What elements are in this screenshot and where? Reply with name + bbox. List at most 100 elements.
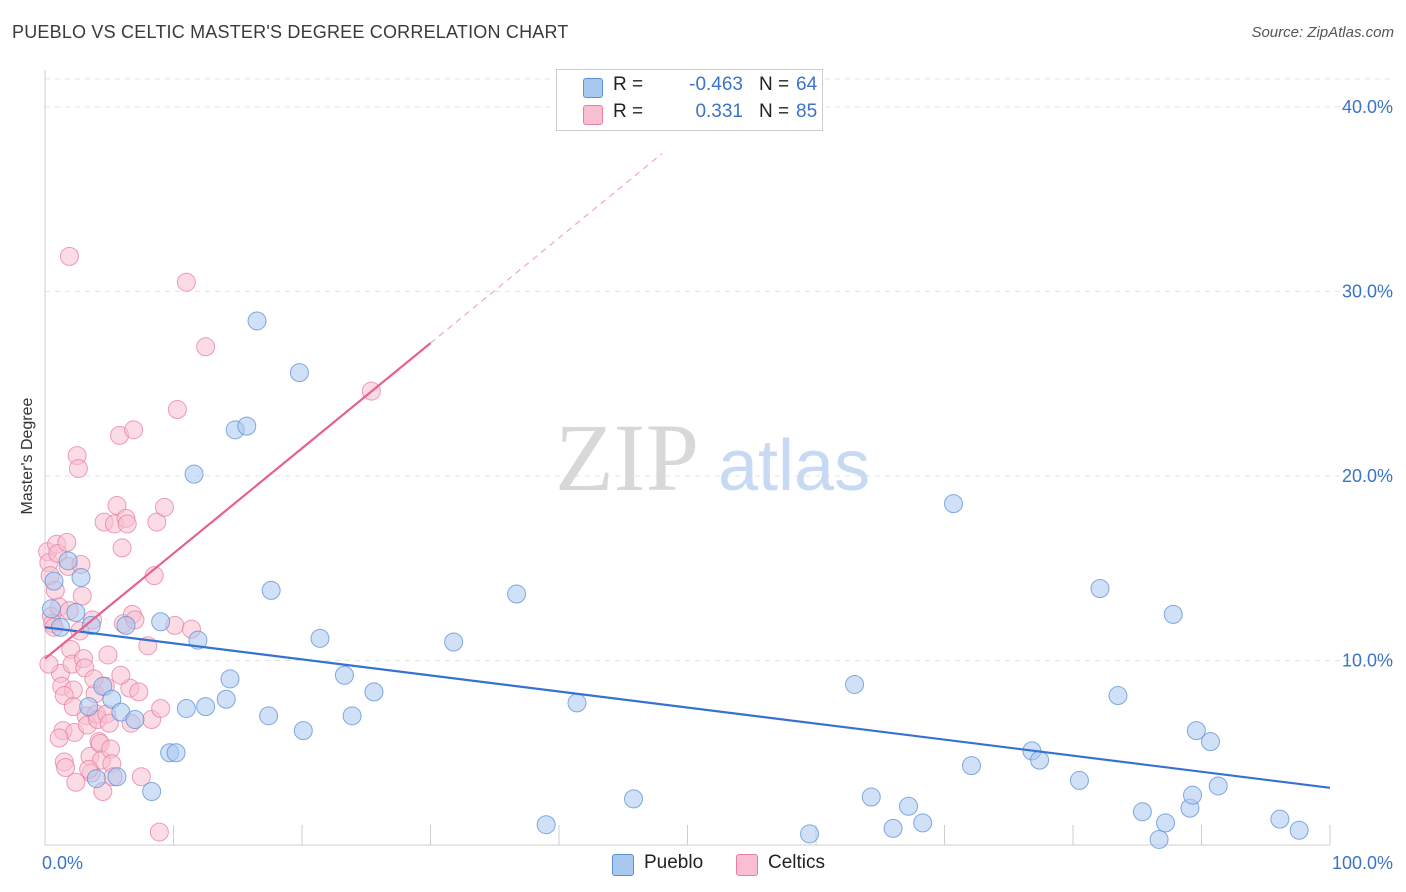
pueblo-point — [364, 682, 384, 702]
pueblo-point — [107, 767, 127, 787]
pueblo-point — [237, 416, 257, 436]
celtics-points — [38, 246, 381, 842]
celtics-point — [196, 337, 216, 357]
celtics-point — [124, 420, 144, 440]
axes — [44, 70, 1331, 846]
r-label: R = — [613, 101, 644, 122]
pueblo-point — [188, 630, 208, 650]
pueblo-point — [166, 743, 186, 763]
legend-label: Celtics — [768, 852, 826, 873]
pueblo-point — [1270, 809, 1290, 829]
pueblo-point — [1200, 732, 1220, 752]
pueblo-point — [507, 584, 527, 604]
celtics-point — [59, 246, 79, 266]
pueblo-point — [116, 615, 136, 635]
r-value: 0.331 — [695, 101, 743, 122]
pueblo-point — [444, 632, 464, 652]
pueblo-point — [93, 676, 113, 696]
celtics-point — [57, 532, 77, 552]
n-value: 64 — [796, 74, 818, 95]
celtics-swatch — [583, 105, 603, 125]
tick-labels: 10.0% 20.0% 30.0% 40.0% 0.0% 100.0% — [42, 97, 1393, 873]
n-label: N = — [759, 101, 790, 122]
celtics-point — [49, 728, 69, 748]
n-value: 85 — [796, 101, 818, 122]
pueblo-point — [1149, 829, 1169, 849]
pueblo-point — [1132, 802, 1152, 822]
pueblo-point — [1208, 776, 1228, 796]
y-axis-label: Master's Degree — [19, 397, 36, 514]
pueblo-point — [883, 818, 903, 838]
pueblo-point — [1069, 770, 1089, 790]
pueblo-point — [293, 721, 313, 741]
celtics-point — [111, 665, 131, 685]
pueblo-point — [44, 571, 64, 591]
pueblo-swatch — [583, 78, 603, 98]
pueblo-point — [899, 796, 919, 816]
pueblo-point — [1156, 813, 1176, 833]
celtics-point — [98, 645, 118, 665]
r-label: R = — [613, 74, 644, 95]
pueblo-point — [567, 693, 587, 713]
celtics-point — [151, 698, 171, 718]
celtics-point — [167, 400, 187, 420]
pueblo-trend-line — [44, 626, 1331, 789]
celtics-swatch — [736, 854, 758, 876]
celtics-trend-extension — [430, 153, 663, 344]
pueblo-point — [81, 615, 101, 635]
pueblo-point — [142, 781, 162, 801]
pueblo-point — [913, 813, 933, 833]
pueblo-point — [71, 567, 91, 587]
pueblo-point — [1090, 579, 1110, 599]
pueblo-point — [184, 464, 204, 484]
pueblo-point — [624, 789, 644, 809]
pueblo-point — [310, 628, 330, 648]
celtics-point — [117, 514, 137, 534]
pueblo-point — [536, 815, 556, 835]
pueblo-point — [342, 706, 362, 726]
pueblo-point — [1108, 686, 1128, 706]
pueblo-point — [261, 580, 281, 600]
r-value: -0.463 — [689, 74, 743, 95]
pueblo-point — [58, 551, 78, 571]
pueblo-point — [86, 769, 106, 789]
pueblo-point — [216, 689, 236, 709]
x-tick-label: 100.0% — [1332, 853, 1393, 873]
legend-label: Pueblo — [644, 852, 704, 873]
pueblo-point — [151, 612, 171, 632]
pueblo-point — [1183, 785, 1203, 805]
y-tick-label: 10.0% — [1342, 650, 1393, 670]
pueblo-point — [334, 665, 354, 685]
pueblo-point — [125, 710, 145, 730]
source-label: Source: ZipAtlas.com — [1251, 24, 1394, 41]
pueblo-point — [1289, 820, 1309, 840]
celtics-trend-line — [44, 342, 432, 660]
celtics-point — [176, 272, 196, 292]
celtics-point — [66, 772, 86, 792]
pueblo-point — [1186, 721, 1206, 741]
pueblo-point — [247, 311, 267, 331]
y-tick-label: 40.0% — [1342, 97, 1393, 117]
pueblo-point — [220, 669, 240, 689]
pueblo-point — [1030, 750, 1050, 770]
celtics-point — [72, 586, 92, 606]
watermark-zip: ZIP — [555, 404, 699, 511]
grid-lines — [45, 78, 1392, 661]
pueblo-point — [102, 689, 122, 709]
pueblo-point — [41, 599, 61, 619]
pueblo-points — [41, 311, 1309, 849]
pueblo-point — [176, 698, 196, 718]
pueblo-point — [79, 697, 99, 717]
celtics-point — [147, 512, 167, 532]
pueblo-point — [861, 787, 881, 807]
celtics-point — [155, 497, 175, 517]
pueblo-swatch — [612, 854, 634, 876]
celtics-point — [56, 758, 76, 777]
watermark-atlas: atlas — [718, 426, 870, 506]
celtics-point — [39, 654, 59, 674]
celtics-point — [112, 538, 132, 558]
pueblo-point — [66, 603, 86, 622]
correlation-legend: R = -0.463 N = 64 R = 0.331 N = 85 — [556, 69, 823, 131]
y-tick-label: 20.0% — [1342, 466, 1393, 486]
